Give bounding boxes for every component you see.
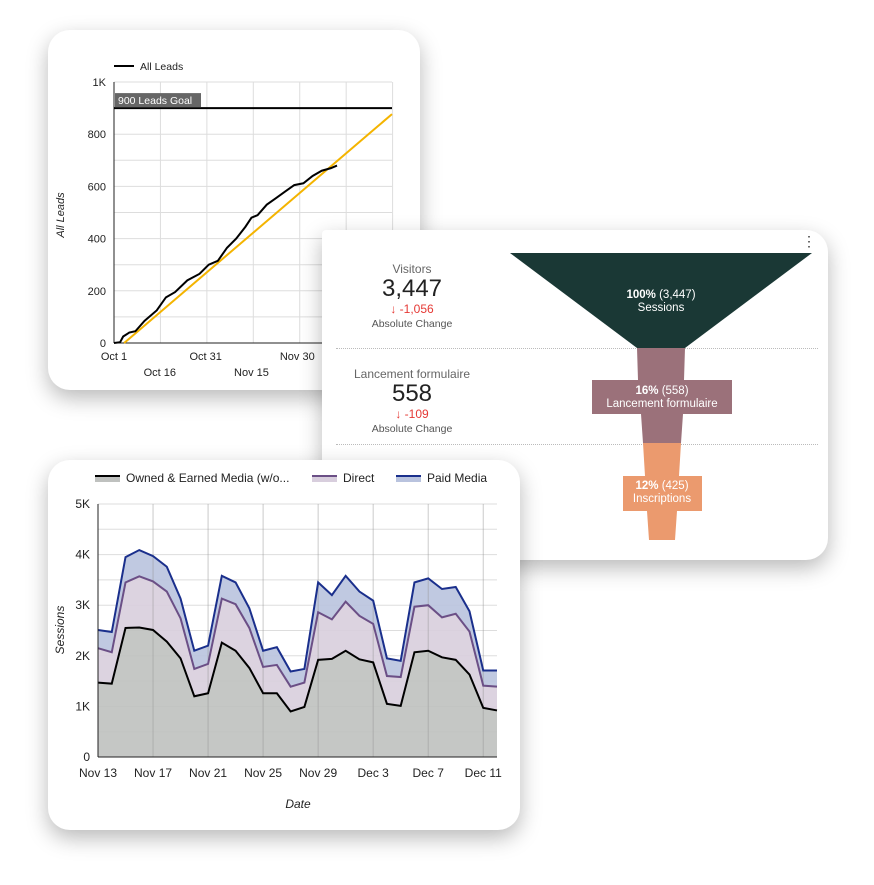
legend-label: Direct — [343, 471, 375, 485]
x-tick-label: Dec 11 — [465, 766, 502, 780]
funnel-stage-inscriptions[interactable] — [623, 443, 702, 540]
y-tick-label: 4K — [75, 548, 90, 562]
stage-count: (425) — [661, 480, 689, 492]
x-tick-label: Nov 15 — [234, 367, 269, 379]
legend-swatch — [95, 476, 120, 482]
funnel-graphic — [510, 253, 812, 540]
stage-name: Lancement formulaire — [606, 398, 718, 410]
metric-change: ↓ -1,056 — [322, 302, 502, 316]
x-tick-label: Dec 3 — [357, 766, 389, 780]
metric-value: 558 — [391, 380, 433, 407]
legend-swatch — [396, 476, 421, 482]
metric-label: Lancement formulaire — [353, 367, 471, 381]
line-owned — [97, 626, 498, 713]
funnel-stage-label: 12% (425) Inscriptions — [562, 480, 762, 506]
x-tick-label: Oct 31 — [189, 351, 221, 363]
metric-lancement: Lancement formulaire 558 ↓ -109 Absolute… — [322, 367, 502, 435]
goal-label: 900 Leads Goal — [118, 95, 192, 107]
x-tick-label: Oct 1 — [101, 351, 127, 363]
y-axis-label: All Leads — [55, 192, 67, 239]
y-tick-label: 0 — [83, 750, 90, 764]
arrow-down-icon: ↓ — [395, 407, 402, 421]
funnel-stage-lancement[interactable] — [592, 348, 732, 443]
stage-count: (3,447) — [659, 289, 696, 301]
funnel-stage-sessions[interactable] — [510, 253, 812, 348]
legend-label: All Leads — [140, 61, 183, 73]
y-tick-label: 5K — [75, 497, 90, 511]
stage-count: (558) — [661, 385, 689, 397]
y-tick-label: 400 — [88, 234, 106, 246]
area-owned — [98, 627, 497, 757]
kebab-menu-icon[interactable]: ⋮ — [802, 233, 816, 249]
legend-label: Paid Media — [427, 471, 487, 485]
x-tick-label: Dec 7 — [413, 766, 445, 780]
metric-change: ↓ -109 — [322, 407, 502, 421]
y-tick-label: 1K — [75, 699, 90, 713]
y-tick-label: 3K — [75, 598, 90, 612]
all-leads-line — [113, 164, 338, 344]
divider — [336, 444, 818, 445]
metric-change-label: Absolute Change — [371, 318, 453, 330]
stage-pct: 12% — [635, 480, 659, 492]
x-tick-label: Nov 17 — [134, 766, 172, 780]
change-value: -1,056 — [399, 302, 434, 316]
funnel-stage-label: 16% (558) Lancement formulaire — [562, 385, 762, 411]
y-tick-label: 200 — [88, 286, 106, 298]
x-tick-label: Nov 25 — [244, 766, 282, 780]
change-value: -109 — [404, 407, 429, 421]
goal-label-bg — [115, 93, 201, 108]
y-tick-label: 600 — [88, 181, 106, 193]
line-paid — [97, 548, 497, 673]
line-direct — [97, 575, 498, 688]
x-tick-label: Nov 29 — [299, 766, 337, 780]
x-tick-label: Nov 30 — [280, 351, 315, 363]
stage-pct: 100% — [626, 289, 656, 301]
y-axis-label: Sessions — [53, 606, 67, 655]
x-tick-label: Oct 16 — [144, 367, 176, 379]
y-tick-label: 800 — [88, 129, 106, 141]
trendline — [123, 113, 393, 344]
sessions-chart-card: 0 1K 2K 3K 4K 5K Nov 13 Nov 17 Nov 21 Nov 25 Nov 2… — [48, 460, 520, 830]
sessions-chart: 0 1K 2K 3K 4K 5K Nov 13 Nov 17 Nov 21 Nov 25 Nov 2… — [53, 471, 502, 811]
funnel-stage-label: 100% (3,447) Sessions — [561, 289, 761, 315]
metric-label: Visitors — [392, 262, 432, 276]
stage-pct: 16% — [635, 385, 659, 397]
area-paid — [98, 550, 497, 687]
metric-change-label: Absolute Change — [371, 423, 453, 435]
divider — [336, 348, 818, 349]
legend-label: Owned & Earned Media (w/o... — [126, 471, 289, 485]
y-tick-label: 1K — [93, 77, 107, 89]
y-tick-label: 0 — [100, 338, 106, 350]
x-tick-label: Nov 13 — [79, 766, 117, 780]
y-tick-label: 2K — [75, 649, 90, 663]
metric-value: 3,447 — [381, 275, 443, 302]
arrow-down-icon: ↓ — [390, 302, 397, 316]
x-tick-label: Nov 21 — [189, 766, 227, 780]
stage-name: Inscriptions — [632, 493, 692, 505]
x-axis-label: Date — [285, 797, 311, 811]
legend-swatch — [312, 476, 337, 482]
metric-visitors: Visitors 3,447 ↓ -1,056 Absolute Change — [322, 262, 502, 330]
stage-name: Sessions — [637, 302, 685, 314]
